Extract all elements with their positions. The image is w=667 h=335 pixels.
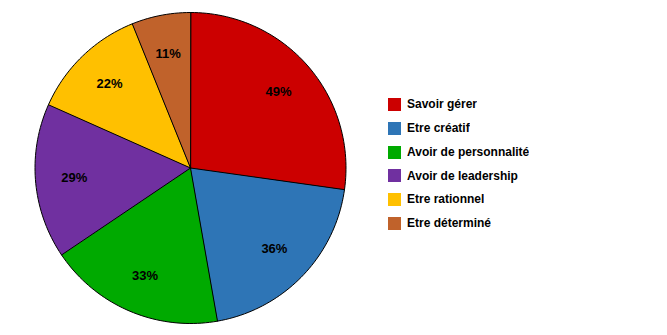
html-text:Avoir de personnalité: Avoir de personnalité <box>407 144 530 159</box>
svg-text:22%: 22% <box>96 76 122 91</box>
html-text:Avoir de leadership: Avoir de leadership <box>407 168 518 183</box>
svg-text:33%: 33% <box>132 268 158 283</box>
html-text:Etre créatif: Etre créatif <box>407 120 470 135</box>
svg-text:36%: 36% <box>261 241 287 256</box>
svg-text:29%: 29% <box>61 170 87 185</box>
html-text:Savoir gérer: Savoir gérer <box>407 97 477 112</box>
html-text:Etre déterminé: Etre déterminé <box>407 216 491 231</box>
svg-text:11%: 11% <box>156 46 182 61</box>
html-text:Etre rationnel: Etre rationnel <box>407 192 485 207</box>
svg-text:49%: 49% <box>266 84 292 99</box>
